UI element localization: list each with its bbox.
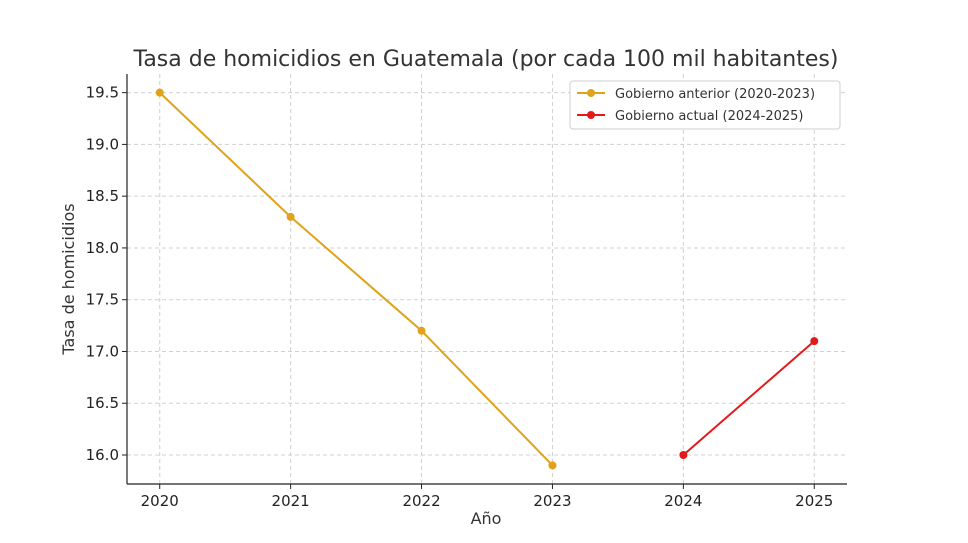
x-tick-label: 2022 xyxy=(402,492,440,510)
data-point xyxy=(286,212,295,221)
x-tick-label: 2024 xyxy=(664,492,702,510)
y-tick-label: 17.5 xyxy=(86,291,119,309)
x-axis-label: Año xyxy=(471,509,502,528)
data-point xyxy=(810,337,819,346)
chart-title: Tasa de homicidios en Guatemala (por cad… xyxy=(133,47,839,72)
grid xyxy=(127,74,847,484)
y-tick-label: 16.5 xyxy=(86,394,119,412)
data-point xyxy=(679,451,688,460)
legend-marker-1 xyxy=(587,111,595,119)
x-tick-label: 2023 xyxy=(533,492,571,510)
data-point xyxy=(417,326,426,335)
y-tick-label: 16.0 xyxy=(86,446,119,464)
legend-label-1: Gobierno actual (2024-2025) xyxy=(615,109,804,124)
ticks: 2020 2021 2022 2023 2024 2025 16.0 16.5 17.0 17.5… xyxy=(86,84,834,510)
legend-marker-0 xyxy=(587,89,595,97)
series-layer xyxy=(155,88,819,470)
series-line-0 xyxy=(159,91,554,467)
data-point xyxy=(548,461,557,470)
legend-label-0: Gobierno anterior (2020-2023) xyxy=(615,87,815,102)
series-line-1 xyxy=(682,340,815,456)
y-tick-label: 18.5 xyxy=(86,187,119,205)
x-tick-label: 2021 xyxy=(272,492,310,510)
y-tick-label: 17.0 xyxy=(86,342,119,360)
legend-box xyxy=(569,80,841,130)
x-tick-label: 2025 xyxy=(795,492,833,510)
y-axis-label: Tasa de homicidios xyxy=(59,203,78,355)
x-tick-label: 2020 xyxy=(141,492,179,510)
y-tick-label: 18.0 xyxy=(86,239,119,257)
data-point xyxy=(155,88,164,97)
legend: Gobierno anterior (2020-2023) Gobierno ac… xyxy=(569,80,841,130)
y-tick-label: 19.0 xyxy=(86,135,119,153)
y-tick-label: 19.5 xyxy=(86,84,119,102)
